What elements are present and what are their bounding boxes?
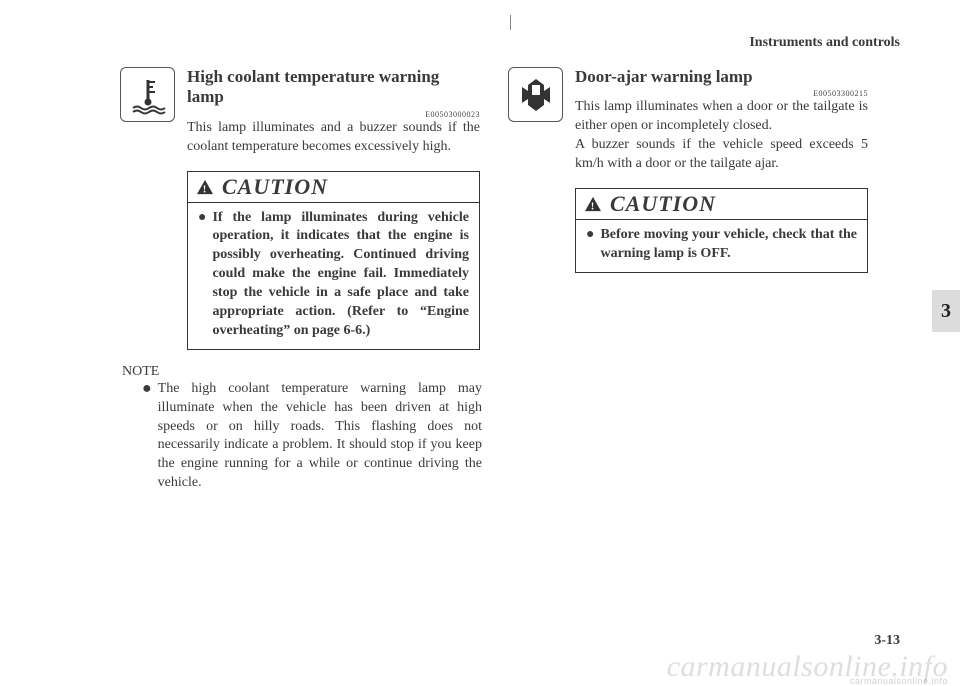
column-left: High coolant temperature warning lamp E0…: [120, 67, 480, 493]
door-intro: This lamp illuminates when a door or the…: [575, 98, 868, 174]
warning-triangle-icon: !: [196, 179, 214, 195]
door-title: Door-ajar warning lamp: [575, 67, 868, 87]
bullet-icon: ●: [586, 226, 594, 264]
door-caution-box: ! CAUTION ● Before moving your vehicle, …: [575, 188, 868, 273]
chapter-tab: 3: [932, 290, 960, 332]
coolant-caution-text: If the lamp illuminates during vehicle o…: [212, 209, 469, 341]
bullet-icon: ●: [142, 380, 152, 493]
watermark-small: carmanualsonline.info: [850, 676, 948, 686]
coolant-temp-icon: [120, 67, 175, 122]
page-number: 3-13: [874, 633, 900, 649]
top-divider: [510, 15, 511, 30]
coolant-note-text: The high coolant temperature warning lam…: [158, 380, 482, 493]
svg-text:!: !: [591, 201, 595, 212]
door-caution-text: Before moving your vehicle, check that t…: [600, 226, 857, 264]
note-label: NOTE: [122, 364, 480, 380]
header-section-title: Instruments and controls: [120, 15, 920, 57]
caution-label: CAUTION: [222, 174, 328, 200]
coolant-title: High coolant temperature warning lamp: [187, 67, 480, 108]
warning-triangle-icon: !: [584, 196, 602, 212]
door-ajar-icon: [508, 67, 563, 122]
column-right: Door-ajar warning lamp E00503300215 This…: [508, 67, 868, 493]
coolant-caution-box: ! CAUTION ● If the lamp illuminates duri…: [187, 171, 480, 350]
coolant-intro: This lamp illuminates and a buzzer sound…: [187, 119, 480, 157]
coolant-doc-code: E00503000023: [187, 110, 480, 119]
door-doc-code: E00503300215: [575, 89, 868, 98]
svg-text:!: !: [203, 184, 207, 195]
caution-label: CAUTION: [610, 191, 716, 217]
bullet-icon: ●: [198, 209, 206, 341]
